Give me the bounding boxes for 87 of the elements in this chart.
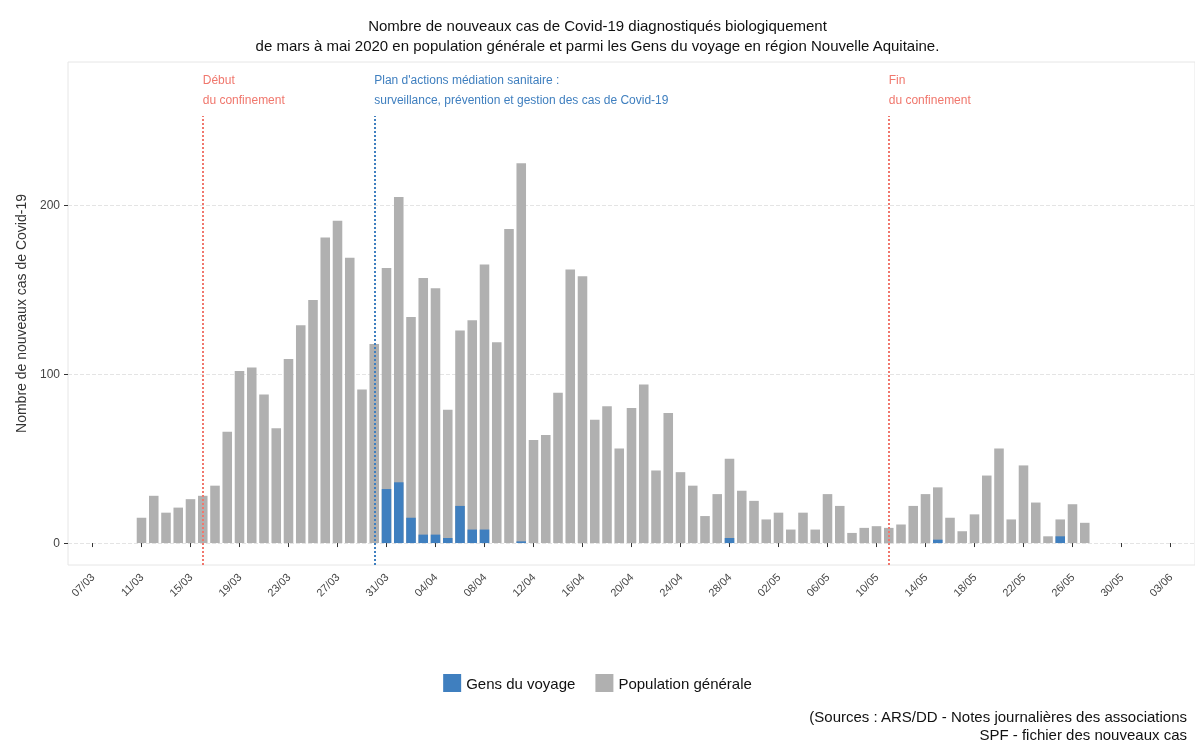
bar: [785, 529, 796, 544]
bar: [1067, 504, 1078, 544]
y-tick-label: 100: [39, 367, 61, 382]
bar: [896, 524, 906, 544]
bar: [847, 532, 857, 544]
bar: [602, 406, 612, 544]
bar: [638, 384, 649, 544]
bar: [822, 494, 833, 544]
bar: [259, 394, 269, 544]
bar: [540, 435, 551, 544]
legend-label: Gens du voyage: [466, 674, 576, 692]
bar: [675, 472, 686, 544]
bar: [810, 529, 821, 544]
bar: [393, 482, 404, 544]
ref-line-label: Début du confinement: [202, 73, 286, 107]
bar: [1055, 536, 1066, 544]
bar: [173, 507, 184, 544]
bar: [663, 413, 674, 544]
bar: [859, 527, 870, 544]
bar: [957, 531, 968, 544]
bar: [994, 448, 1004, 544]
bar: [1030, 502, 1041, 544]
bar: [308, 300, 318, 544]
bar: [455, 505, 465, 544]
bar: [908, 505, 919, 544]
bar: [798, 512, 808, 544]
bar: [712, 494, 723, 544]
bar: [932, 539, 943, 544]
bar: [357, 389, 367, 544]
bar: [332, 220, 343, 544]
bar: [651, 470, 661, 544]
text: (Sources : ARS/DD - Notes journalières des associations: [809, 707, 1187, 725]
bar: [479, 529, 490, 544]
bar: [736, 490, 747, 544]
text: SPF - fichier des nouveaux cas: [979, 725, 1187, 743]
bar: [565, 269, 576, 544]
bar: [724, 537, 735, 544]
bar: [687, 485, 698, 544]
bar: [197, 495, 208, 544]
bar: [883, 527, 894, 544]
bar: [700, 516, 710, 544]
bar: [283, 359, 294, 544]
bar: [271, 428, 282, 544]
bar: [136, 517, 147, 544]
bar: [981, 475, 992, 544]
y-axis-title: Nombre de nouveaux cas de Covid-19: [13, 193, 29, 433]
bar: [749, 500, 759, 544]
bar: [1018, 465, 1029, 544]
bar: [1006, 519, 1017, 544]
legend-label: Population générale: [618, 674, 752, 692]
bar: [871, 526, 882, 544]
bar: [761, 519, 772, 544]
bar: [344, 257, 355, 544]
bar: [773, 512, 784, 544]
bar: [516, 163, 527, 544]
ref-line-label: Plan d'actions médiation sanitaire : surveillance, prévention et gestion des cas de Covid-19: [374, 73, 669, 107]
bar: [210, 485, 220, 544]
bar: [320, 237, 331, 544]
bar: [626, 408, 637, 544]
bar: [234, 370, 245, 544]
bar: [246, 367, 257, 544]
bar: [553, 392, 563, 544]
bar: [381, 489, 392, 544]
bar: [467, 529, 478, 544]
bar: [185, 499, 196, 544]
bar: [295, 325, 306, 544]
bar: [577, 276, 588, 544]
y-tick-label: 0: [53, 536, 61, 551]
bar: [504, 229, 514, 544]
bar: [969, 514, 980, 544]
bar: [1043, 536, 1053, 544]
chart-title: Nombre de nouveaux cas de Covid-19 diagnostiqués biologiquement de mars à mai 2020 en population générale et parmi les Gens du voyage en région Nouvelle Aquitaine.: [255, 16, 940, 54]
ref-line-label: Fin du confinement: [888, 73, 972, 107]
bar: [945, 517, 955, 544]
bar: [920, 494, 931, 544]
bar: [418, 534, 429, 544]
bar: [1079, 522, 1090, 544]
bar: [491, 342, 502, 544]
y-tick-label: 200: [39, 198, 61, 213]
bar: [834, 505, 845, 544]
bar: [589, 419, 600, 544]
bar: [528, 440, 539, 544]
bar: [161, 512, 171, 544]
bar: [148, 495, 159, 544]
bar: [442, 537, 453, 544]
bar: [614, 448, 625, 544]
bar: [222, 431, 233, 544]
